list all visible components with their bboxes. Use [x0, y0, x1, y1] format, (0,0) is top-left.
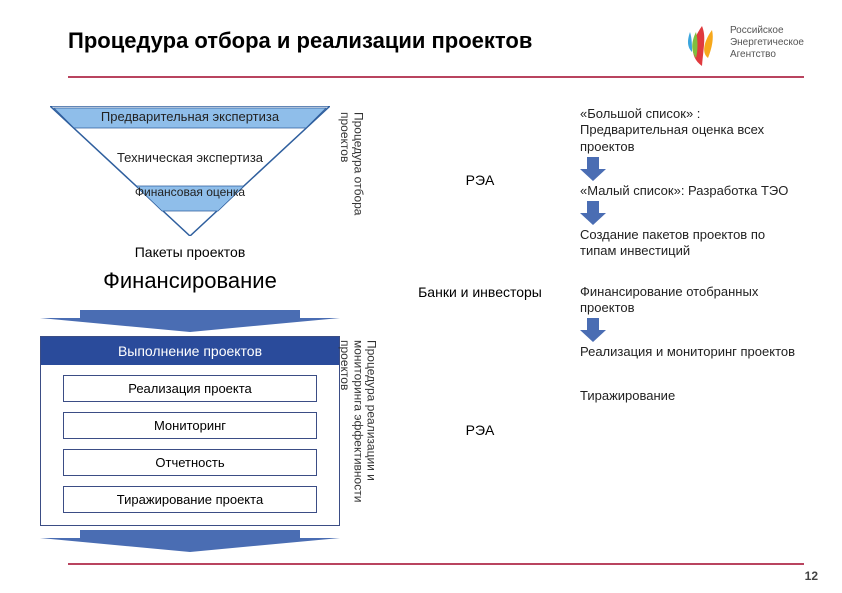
- funnel-level-1: Предварительная экспертиза: [50, 109, 330, 124]
- exec-item-1: Реализация проекта: [63, 375, 317, 402]
- exec-item-3: Отчетность: [63, 449, 317, 476]
- financing-label: Финансирование: [40, 268, 340, 294]
- content: Предварительная экспертиза Техническая э…: [0, 92, 842, 555]
- footer-rule: [68, 563, 804, 565]
- execution-block: Выполнение проектов Реализация проекта М…: [40, 336, 340, 526]
- page-title: Процедура отбора и реализации проектов: [68, 18, 680, 54]
- logo-text: Российское Энергетическое Агентство: [730, 25, 804, 61]
- r6: Тиражирование: [580, 388, 802, 404]
- execution-outer: Выполнение проектов Реализация проекта М…: [40, 336, 340, 526]
- header: Процедура отбора и реализации проектов Р…: [0, 0, 842, 68]
- actor-rea-2: РЭА: [395, 422, 565, 438]
- r5: Реализация и мониторинг проектов: [580, 344, 802, 360]
- big-arrow-1: [40, 310, 340, 332]
- down-arrow-icon: [580, 201, 606, 225]
- funnel-level-2: Техническая экспертиза: [50, 150, 330, 165]
- r3: Создание пакетов проектов по типам инвес…: [580, 227, 802, 260]
- down-arrow-icon: [580, 318, 606, 342]
- right-cascade: «Большой список» : Предварительная оценк…: [580, 106, 802, 405]
- actor-rea-1: РЭА: [395, 172, 565, 188]
- funnel-side-label: Процедура отбора проектов: [338, 112, 364, 242]
- packets-label: Пакеты проектов: [40, 244, 340, 260]
- actor-banks: Банки и инвесторы: [395, 284, 565, 300]
- logo: Российское Энергетическое Агентство: [680, 18, 804, 68]
- r2: «Малый список»: Разработка ТЭО: [580, 183, 802, 199]
- r1: «Большой список» : Предварительная оценк…: [580, 106, 802, 155]
- header-rule: [68, 76, 804, 78]
- funnel-shape-icon: [50, 106, 330, 236]
- r4: Финансирование отобранных проектов: [580, 284, 802, 317]
- big-arrow-2: [40, 530, 340, 552]
- exec-item-2: Мониторинг: [63, 412, 317, 439]
- execution-header: Выполнение проектов: [41, 337, 339, 365]
- page-number: 12: [805, 569, 818, 583]
- down-arrow-icon: [580, 157, 606, 181]
- flame-icon: [680, 18, 724, 68]
- funnel-block: Предварительная экспертиза Техническая э…: [40, 106, 350, 294]
- funnel-level-3: Финансовая оценка: [50, 186, 330, 199]
- funnel: Предварительная экспертиза Техническая э…: [50, 106, 330, 236]
- execution-side-label: Процедура реализации и мониторинга эффек…: [338, 340, 378, 530]
- exec-item-4: Тиражирование проекта: [63, 486, 317, 513]
